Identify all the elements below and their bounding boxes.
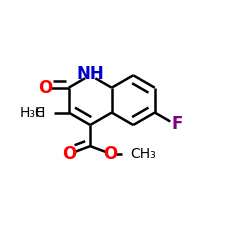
Text: NH: NH [76, 65, 104, 83]
Text: H: H [35, 106, 45, 120]
Text: O: O [103, 144, 117, 162]
Text: H₃C: H₃C [19, 106, 45, 120]
Text: F: F [172, 115, 183, 133]
Text: CH₃: CH₃ [131, 146, 156, 160]
Text: O: O [62, 144, 76, 162]
Text: O: O [38, 79, 52, 97]
